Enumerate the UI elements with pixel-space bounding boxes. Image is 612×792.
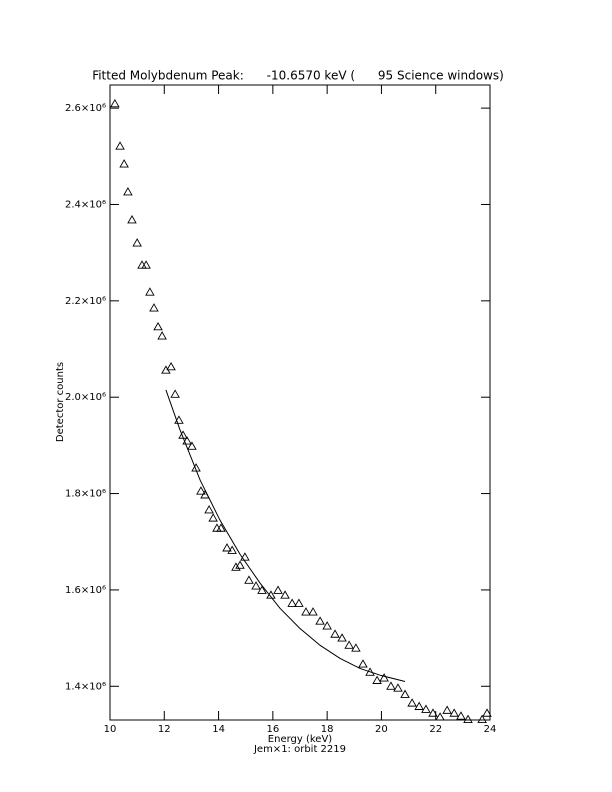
data-point [149,303,159,312]
data-point [400,689,410,698]
data-point [414,701,424,710]
data-point [379,673,389,682]
data-point [115,141,125,150]
data-point [477,714,487,723]
x-tick-label: 16 [266,724,279,735]
data-point [257,585,267,594]
data-point [365,667,375,676]
data-point [442,705,452,714]
data-point [222,543,232,552]
data-point [231,562,241,571]
y-tick-label: 1.4×10⁶ [65,681,106,692]
data-point [463,714,473,723]
data-point [351,643,361,652]
data-point [204,505,214,514]
data-point [127,214,137,224]
x-tick-label: 18 [321,724,334,735]
data-point [110,98,120,108]
data-point [196,486,206,495]
x-tick-label: 14 [212,724,225,735]
chart-title: Fitted Molybdenum Peak: -10.6570 keV ( 9… [92,69,504,83]
data-point [358,659,368,668]
data-point [308,607,318,616]
data-point [435,712,445,721]
data-point [315,616,325,625]
data-point [273,585,283,594]
data-point [482,708,492,717]
data-point [235,560,245,569]
x-tick-label: 10 [104,724,117,735]
y-tick-label: 1.8×10⁶ [65,489,106,500]
data-point [119,159,129,168]
x-tick-label: 22 [429,724,442,735]
plot-frame [109,84,491,721]
data-point [330,629,340,638]
fit-line [165,389,406,682]
data-point [407,698,417,707]
data-point [132,238,142,247]
data-point [393,683,403,692]
data-point [428,708,438,717]
data-point [216,523,226,532]
data-point [337,633,347,642]
y-tick-label: 2.0×10⁶ [65,392,106,403]
data-point [187,441,197,450]
x-tick-label: 24 [484,724,497,735]
data-point [182,436,192,445]
y-axis-label: Detector counts [55,362,66,442]
data-point [153,321,163,331]
data-point [244,575,254,584]
data-point [157,331,167,340]
y-tick-label: 2.4×10⁶ [65,199,106,210]
caption: Jem×1: orbit 2219 [253,744,346,755]
x-axis-label: Energy (keV) [268,734,333,745]
data-point [170,389,180,398]
data-point [372,675,382,684]
y-tick-label: 1.6×10⁶ [65,585,106,596]
data-point [449,708,459,717]
data-point [251,581,261,590]
data-point [301,607,311,616]
y-tick-label: 2.2×10⁶ [65,296,106,307]
data-point [421,704,431,713]
data-point [456,711,466,720]
data-point [322,621,332,630]
data-point [141,260,151,269]
data-point [344,640,354,649]
data-point [386,681,396,690]
x-tick-label: 20 [375,724,388,735]
data-point [208,513,218,522]
data-point [166,361,176,371]
data-point [227,545,237,554]
data-point [280,590,290,599]
data-point [145,287,155,296]
x-tick-label: 12 [158,724,171,735]
data-point [287,598,297,607]
y-tick-label: 2.6×10⁶ [65,103,106,114]
data-point [294,598,304,607]
data-point [240,552,250,561]
data-point [123,187,133,196]
